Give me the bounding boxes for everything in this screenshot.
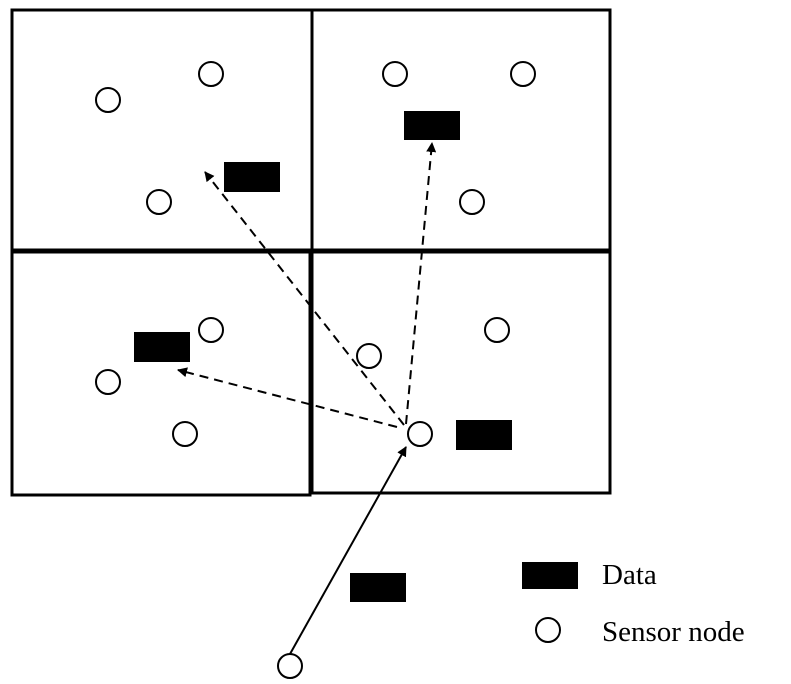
data-packet	[404, 111, 460, 140]
sensor-node	[146, 189, 172, 215]
sensor-node	[95, 369, 121, 395]
sensor-node	[198, 317, 224, 343]
sensor-node	[510, 61, 536, 87]
dashed-arrow-to-bottom-left	[177, 367, 398, 428]
sensor-node-origin	[277, 653, 303, 679]
legend: Data Sensor node	[522, 559, 745, 648]
grid-cell-top-right	[310, 8, 612, 252]
data-packet	[224, 162, 280, 192]
solid-arrow-incoming	[289, 446, 407, 655]
sensor-node	[95, 87, 121, 113]
data-packet	[456, 420, 512, 450]
dashed-arrow-to-top-left	[204, 171, 405, 426]
legend-data-label: Data	[602, 559, 657, 591]
sensor-node	[382, 61, 408, 87]
legend-sensor-label: Sensor node	[602, 616, 745, 648]
sensor-node	[356, 343, 382, 369]
dashed-arrow-to-top-right	[405, 142, 437, 425]
sensor-node	[484, 317, 510, 343]
sensor-node	[459, 189, 485, 215]
sensor-nodes	[95, 61, 536, 679]
grid-cell-bottom-right	[310, 250, 612, 495]
sensor-node	[172, 421, 198, 447]
legend-sensor-swatch	[535, 617, 561, 643]
data-packet	[134, 332, 190, 362]
arrows	[177, 142, 437, 655]
data-packet	[350, 573, 406, 602]
grid-cell-bottom-left	[10, 250, 312, 497]
data-packets	[134, 111, 512, 602]
legend-data-swatch	[522, 562, 578, 589]
sensor-node-source	[407, 421, 433, 447]
grid	[10, 8, 612, 497]
sensor-node	[198, 61, 224, 87]
